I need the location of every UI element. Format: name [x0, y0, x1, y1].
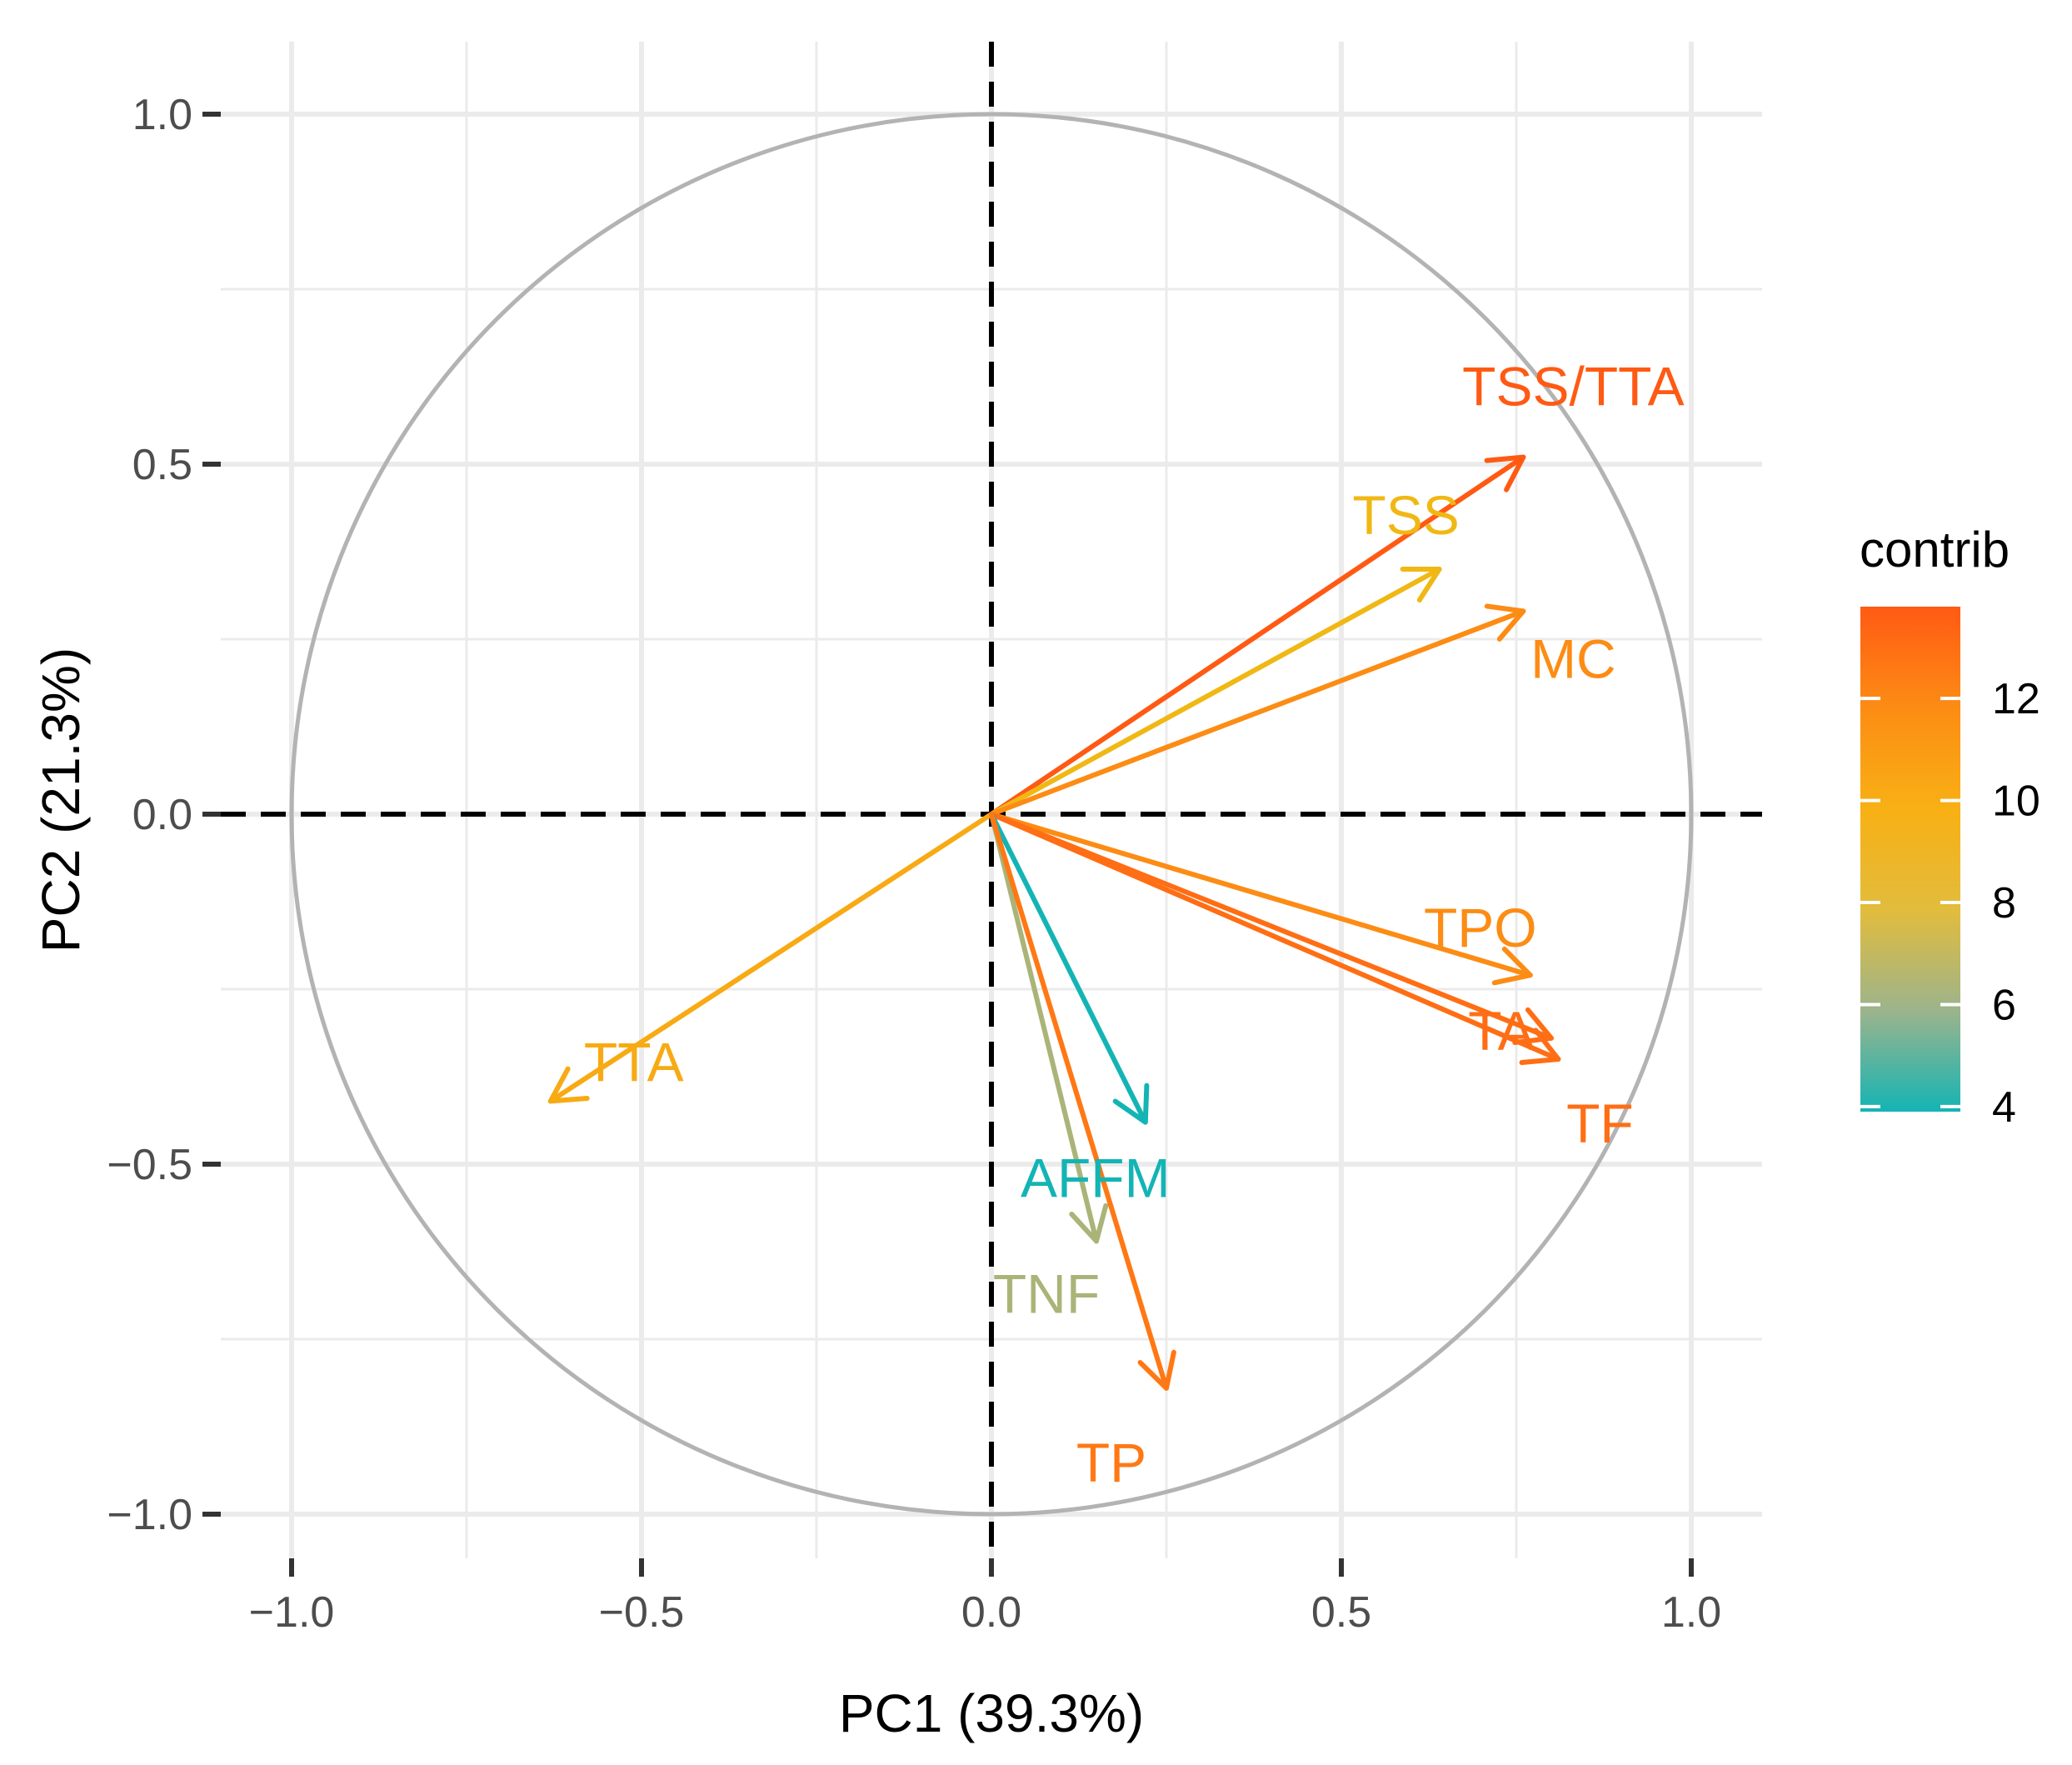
legend-title: contrib: [1860, 522, 2010, 578]
arrow-tpo: [989, 812, 1533, 978]
arrow-ta: [989, 812, 1554, 1041]
arrow-tp: [989, 812, 1169, 1391]
label-ta: TA: [1468, 1000, 1534, 1062]
x-tick-label: 0.5: [1311, 1588, 1371, 1637]
label-affm: AFFM: [1021, 1148, 1171, 1209]
label-tf: TF: [1566, 1092, 1634, 1154]
arrowhead-tss: [1400, 567, 1442, 603]
legend-tick-label: 10: [1992, 778, 2040, 826]
arrowhead-mc: [1484, 603, 1526, 642]
arrowhead-tta: [547, 1066, 590, 1104]
arrow-tf: [989, 812, 1561, 1062]
axes: 1.0 0.5 0.0 −0.5 −1.0 −1.0 −0.5 0.0 0.5 1.0 PC1 (3…: [31, 91, 1721, 1743]
label-tpo: TPO: [1424, 897, 1537, 958]
arrow-tss-tta: [989, 454, 1526, 817]
arrow-tnf: [989, 812, 1099, 1244]
x-tick-label: −0.5: [599, 1588, 685, 1637]
x-tick-label: 1.0: [1661, 1588, 1721, 1637]
y-tick-label: −1.0: [107, 1491, 192, 1539]
arrow-affm: [989, 812, 1148, 1125]
legend-tick-label: 8: [1992, 879, 2016, 928]
variable-arrows: [547, 454, 1561, 1391]
legend-tick-label: 4: [1992, 1083, 2016, 1132]
arrowhead-ta: [1512, 1007, 1554, 1046]
correlation-circle: [289, 112, 1694, 1517]
arrow-mc: [989, 608, 1526, 817]
legend: contrib 12 10 8 6 4: [1860, 522, 2040, 1132]
label-tss: TSS: [1352, 484, 1459, 546]
y-tick-label: 0.5: [132, 441, 192, 489]
y-tick-label: 1.0: [132, 91, 192, 139]
arrow-tta: [547, 812, 994, 1104]
x-tick-label: 0.0: [961, 1588, 1021, 1637]
label-tta: TTA: [584, 1031, 684, 1092]
variable-labels: TSS/TTA TSS MC TPO TA TF TTA AFFM TNF TP: [584, 356, 1685, 1493]
arrow-tss: [989, 567, 1442, 817]
legend-colorbar: [1860, 607, 1960, 1112]
label-tnf: TNF: [993, 1262, 1100, 1324]
y-tick-label: 0.0: [132, 791, 192, 839]
label-tp: TP: [1076, 1432, 1146, 1493]
legend-tick-label: 6: [1992, 981, 2016, 1029]
label-tss-tta: TSS/TTA: [1462, 356, 1684, 418]
arrowhead-tpo: [1491, 946, 1533, 986]
y-tick-label: −0.5: [107, 1141, 192, 1189]
arrowhead-affm: [1112, 1082, 1150, 1125]
y-axis-title: PC2 (21.3%): [31, 648, 91, 952]
arrowhead-tnf: [1069, 1202, 1109, 1244]
x-tick-label: −1.0: [249, 1588, 335, 1637]
label-mc: MC: [1530, 628, 1616, 689]
correlation-circle-group: [289, 112, 1694, 1517]
arrowhead-tp: [1137, 1349, 1176, 1391]
legend-tick-label: 12: [1992, 675, 2040, 723]
arrowhead-tss-tta: [1484, 454, 1526, 492]
arrowhead-tf: [1519, 1028, 1561, 1066]
x-axis-title: PC1 (39.3%): [839, 1683, 1144, 1743]
